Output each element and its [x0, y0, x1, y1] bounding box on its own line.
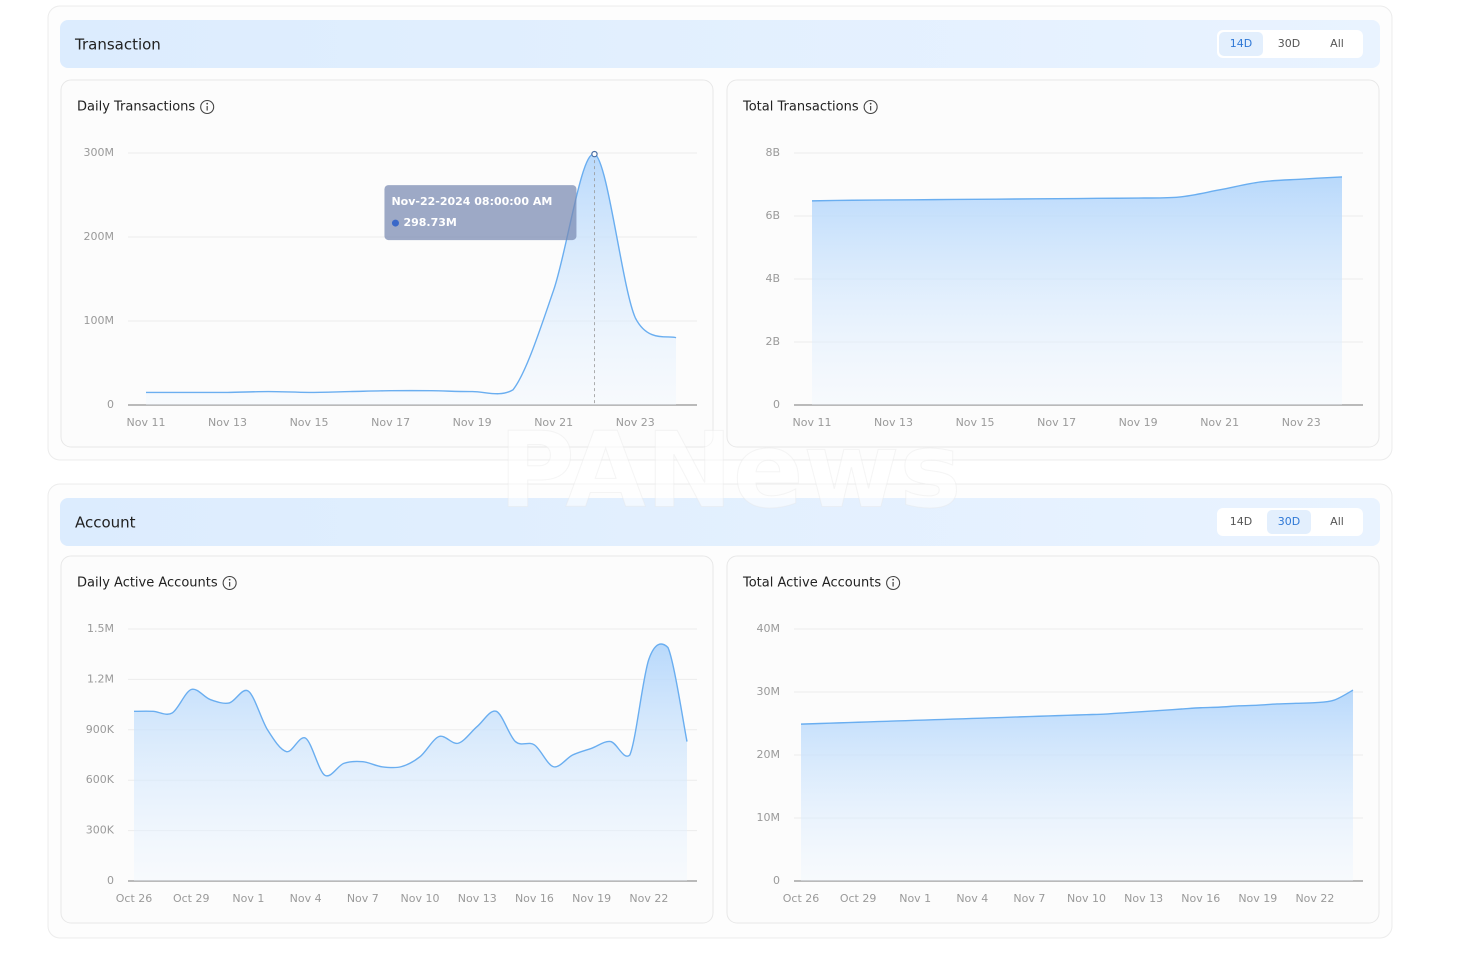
area — [134, 644, 687, 881]
x-tick-label: Nov 19 — [572, 892, 611, 905]
y-tick-label: 2B — [765, 335, 780, 348]
x-tick-label: Nov 21 — [1200, 416, 1239, 429]
info-icon-dot — [892, 578, 895, 581]
x-tick-label: Nov 15 — [290, 416, 329, 429]
y-tick-label: 100M — [84, 314, 115, 327]
y-tick-label: 0 — [107, 874, 114, 887]
x-tick-label: Oct 29 — [840, 892, 877, 905]
area — [812, 176, 1342, 405]
x-tick-label: Nov 4 — [290, 892, 322, 905]
tooltip-value: 298.73M — [403, 216, 456, 229]
area — [801, 690, 1353, 881]
info-icon-dot — [869, 102, 872, 105]
y-tick-label: 600K — [86, 773, 115, 786]
line — [146, 153, 677, 395]
area — [146, 153, 676, 405]
x-tick-label: Nov 1 — [899, 892, 931, 905]
tab-active-bg — [1219, 32, 1263, 56]
x-tick-label: Nov 10 — [1067, 892, 1106, 905]
y-tick-label: 300M — [84, 146, 115, 159]
tab[interactable]: 30D — [1278, 515, 1300, 528]
info-icon — [200, 99, 215, 115]
line — [811, 176, 1343, 202]
x-tick-label: Nov 13 — [1124, 892, 1163, 905]
line — [133, 643, 688, 777]
y-tick-label: 200M — [84, 230, 115, 243]
section-header — [60, 20, 1380, 68]
info-icon — [863, 99, 878, 115]
x-tick-label: Nov 10 — [401, 892, 440, 905]
y-tick-label: 900K — [86, 723, 115, 736]
y-tick-label: 10M — [757, 811, 781, 824]
section-title: Transaction — [74, 36, 161, 54]
y-tick-label: 1.2M — [87, 672, 114, 685]
x-tick-label: Nov 7 — [347, 892, 379, 905]
x-tick-label: Nov 23 — [1282, 416, 1321, 429]
x-tick-label: Nov 16 — [515, 892, 554, 905]
x-tick-label: Nov 11 — [127, 416, 166, 429]
section-header — [60, 498, 1380, 546]
info-icon-dot — [206, 102, 209, 105]
y-tick-label: 30M — [757, 685, 781, 698]
section-title: Account — [75, 514, 136, 532]
x-tick-label: Nov 4 — [956, 892, 988, 905]
info-icon-dot — [228, 578, 231, 581]
x-tick-label: Nov 22 — [629, 892, 668, 905]
y-tick-label: 8B — [765, 146, 780, 159]
tab[interactable]: 30D — [1278, 37, 1300, 50]
line — [800, 689, 1354, 725]
x-tick-label: Nov 13 — [208, 416, 247, 429]
tab[interactable]: 14D — [1230, 37, 1252, 50]
y-tick-label: 300K — [86, 824, 115, 837]
tooltip-box — [384, 185, 577, 241]
x-tick-label: Nov 21 — [534, 416, 573, 429]
x-tick-label: Nov 22 — [1295, 892, 1334, 905]
y-tick-label: 1.5M — [87, 622, 114, 635]
tab[interactable]: All — [1330, 515, 1344, 528]
x-tick-label: Nov 17 — [1037, 416, 1076, 429]
tooltip-title: Nov-22-2024 08:00:00 AM — [391, 195, 552, 208]
x-tick-label: Nov 19 — [1238, 892, 1277, 905]
y-tick-label: 6B — [765, 209, 780, 222]
y-tick-label: 0 — [107, 398, 114, 411]
y-tick-label: 20M — [757, 748, 781, 761]
chart-title: Daily Transactions — [77, 100, 195, 115]
x-tick-label: Nov 15 — [956, 416, 995, 429]
x-tick-label: Nov 13 — [458, 892, 497, 905]
x-tick-label: Nov 19 — [1119, 416, 1158, 429]
tab[interactable]: 14D — [1230, 515, 1252, 528]
x-tick-label: Nov 1 — [232, 892, 264, 905]
tab[interactable]: All — [1330, 37, 1344, 50]
y-tick-label: 4B — [765, 272, 780, 285]
x-tick-label: Oct 26 — [116, 892, 153, 905]
y-tick-label: 0 — [773, 874, 780, 887]
info-icon — [886, 575, 901, 591]
x-tick-label: Nov 19 — [453, 416, 492, 429]
x-tick-label: Nov 23 — [616, 416, 655, 429]
x-tick-label: Oct 29 — [173, 892, 210, 905]
watermark: PANews — [499, 409, 962, 531]
tab-active-bg — [1267, 510, 1311, 534]
x-tick-label: Nov 11 — [793, 416, 832, 429]
info-icon — [222, 575, 237, 591]
x-tick-label: Nov 7 — [1013, 892, 1045, 905]
tooltip-dot — [391, 219, 399, 227]
chart-title: Total Transactions — [742, 100, 859, 115]
x-tick-label: Nov 17 — [371, 416, 410, 429]
x-tick-label: Nov 16 — [1181, 892, 1220, 905]
hover-dot — [591, 150, 598, 158]
x-tick-label: Nov 13 — [874, 416, 913, 429]
x-tick-label: Oct 26 — [783, 892, 820, 905]
y-tick-label: 40M — [757, 622, 781, 635]
chart-title: Daily Active Accounts — [77, 576, 218, 591]
y-tick-label: 0 — [773, 398, 780, 411]
chart-title: Total Active Accounts — [742, 576, 881, 591]
